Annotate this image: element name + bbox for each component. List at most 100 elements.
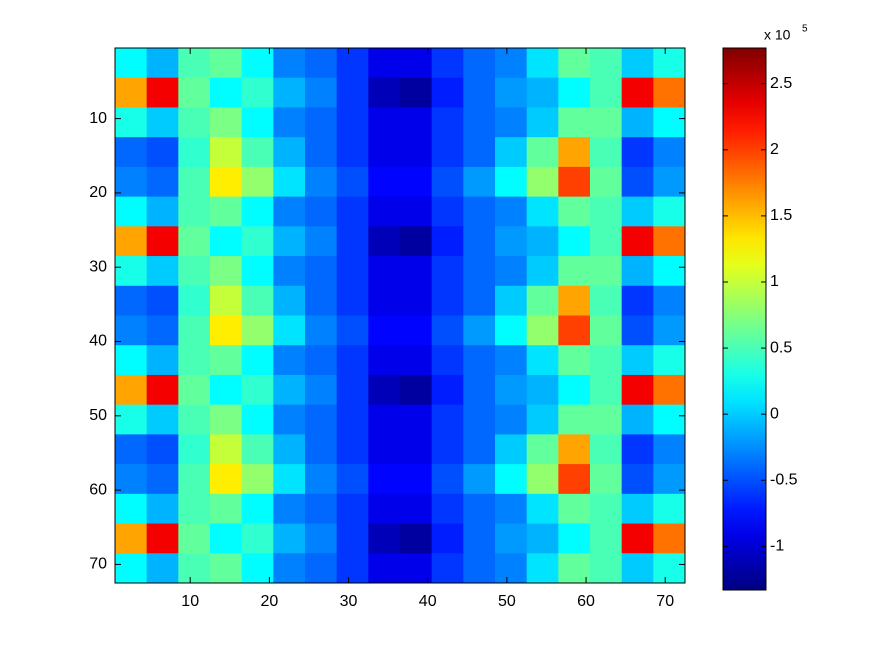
heatmap-cell — [621, 493, 654, 525]
heatmap-cell — [653, 315, 686, 346]
heatmap-cell — [210, 493, 243, 525]
heatmap-cell — [146, 374, 179, 406]
heatmap-cell — [115, 345, 148, 376]
heatmap-cell — [146, 107, 179, 138]
heatmap-cell — [336, 345, 369, 376]
heatmap-cell — [400, 493, 433, 525]
colorbar-tick-label: 2 — [770, 141, 779, 158]
heatmap-cell — [431, 523, 464, 554]
heatmap-cell — [495, 166, 528, 198]
plot-frame — [114, 47, 686, 584]
heatmap-cell — [210, 345, 243, 376]
heatmap-cell — [400, 434, 433, 465]
heatmap-cell — [463, 77, 496, 108]
heatmap-cell — [305, 404, 338, 435]
heatmap-cell — [336, 77, 369, 108]
heatmap-cell — [558, 107, 591, 138]
heatmap-cell — [653, 285, 686, 316]
heatmap-cell — [431, 434, 464, 465]
heatmap-cell — [146, 285, 179, 316]
heatmap-cell — [621, 77, 654, 108]
heatmap-cell — [431, 226, 464, 257]
heatmap-cell — [115, 107, 148, 138]
heatmap-cell — [495, 77, 528, 108]
heatmap-cell — [273, 404, 306, 435]
heatmap-cell — [241, 434, 274, 465]
heatmap-cell — [368, 48, 401, 79]
heatmap-cell — [495, 315, 528, 346]
heatmap-cell — [336, 256, 369, 287]
heatmap-cell — [590, 107, 623, 138]
heatmap-cell — [241, 256, 274, 287]
heatmap-cell — [115, 256, 148, 287]
heatmap-cell — [305, 48, 338, 79]
heatmap-cell — [653, 107, 686, 138]
colorbar-tick-label: 1.5 — [770, 207, 792, 224]
x-tick-label: 40 — [419, 593, 437, 610]
heatmap-cell — [146, 493, 179, 525]
heatmap-cell — [495, 196, 528, 227]
heatmap-cell — [558, 256, 591, 287]
heatmap-cell — [273, 374, 306, 406]
heatmap-cell — [336, 553, 369, 584]
heatmap-cell — [241, 493, 274, 525]
heatmap-cell — [210, 137, 243, 168]
heatmap-cell — [558, 434, 591, 465]
heatmap-cell — [178, 404, 211, 435]
heatmap-cell — [210, 464, 243, 495]
heatmap-cell — [526, 48, 559, 79]
heatmap-cell — [590, 404, 623, 435]
heatmap-cell — [558, 166, 591, 198]
heatmap-cell — [431, 166, 464, 198]
heatmap-cell — [400, 256, 433, 287]
heatmap-cell — [178, 345, 211, 376]
heatmap-cell — [336, 374, 369, 406]
heatmap-cell — [463, 374, 496, 406]
heatmap-cell — [621, 196, 654, 227]
heatmap-cell — [495, 345, 528, 376]
heatmap-cell — [400, 77, 433, 108]
heatmap — [115, 48, 686, 584]
heatmap-cell — [653, 77, 686, 108]
heatmap-cell — [305, 523, 338, 554]
heatmap-cell — [495, 493, 528, 525]
heatmap-cell — [178, 256, 211, 287]
heatmap-cell — [400, 226, 433, 257]
heatmap-cell — [368, 374, 401, 406]
heatmap-cell — [336, 523, 369, 554]
heatmap-cell — [621, 464, 654, 495]
heatmap-cell — [400, 48, 433, 79]
heatmap-cell — [431, 48, 464, 79]
heatmap-cell — [241, 226, 274, 257]
heatmap-cell — [431, 345, 464, 376]
heatmap-cell — [463, 107, 496, 138]
heatmap-cell — [241, 404, 274, 435]
heatmap-cell — [463, 285, 496, 316]
heatmap-cell — [210, 166, 243, 198]
heatmap-cell — [368, 315, 401, 346]
heatmap-cell — [653, 345, 686, 376]
heatmap-cell — [495, 226, 528, 257]
heatmap-cell — [305, 374, 338, 406]
heatmap-cell — [273, 523, 306, 554]
heatmap-cell — [146, 137, 179, 168]
x-tick-label: 50 — [498, 593, 516, 610]
heatmap-cell — [431, 137, 464, 168]
heatmap-cell — [241, 315, 274, 346]
heatmap-cell — [273, 285, 306, 316]
heatmap-cell — [115, 48, 148, 79]
heatmap-cell — [146, 523, 179, 554]
heatmap-cell — [241, 107, 274, 138]
heatmap-cell — [368, 226, 401, 257]
heatmap-cell — [178, 48, 211, 79]
heatmap-cell — [368, 107, 401, 138]
heatmap-cell — [368, 256, 401, 287]
heatmap-cell — [115, 464, 148, 495]
colorbar-tick-label: 2.5 — [770, 75, 792, 92]
heatmap-cell — [590, 553, 623, 584]
heatmap-cell — [146, 434, 179, 465]
heatmap-cell — [273, 464, 306, 495]
heatmap-cell — [115, 166, 148, 198]
heatmap-cell — [305, 107, 338, 138]
heatmap-cell — [241, 285, 274, 316]
